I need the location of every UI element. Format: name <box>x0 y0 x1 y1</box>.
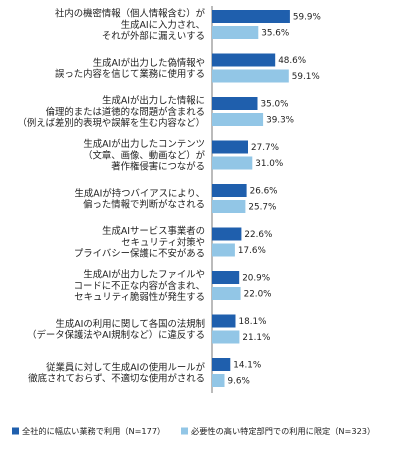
category-label-line: 偏った情報で判断がなされる <box>83 199 205 211</box>
data-label: 31.0% <box>255 159 283 169</box>
category-label: 生成AIが持つバイアスにより、偏った情報で判断がなされる <box>75 187 206 210</box>
category-label-line: プライバシー保護に不安がある <box>74 248 205 260</box>
category-group: 生成AIが持つバイアスにより、偏った情報で判断がなされる 26.6% 25.7% <box>75 184 278 213</box>
bar <box>212 227 242 241</box>
bar <box>212 184 247 197</box>
category-group: 生成AIが出力したコンテンツ（文章、画像、動画など）が著作権侵害につながる 27.… <box>83 138 283 172</box>
data-label: 18.1% <box>239 317 267 327</box>
data-label: 39.3% <box>266 116 294 126</box>
category-label-line: それが外部に漏えいする <box>102 30 205 42</box>
bar <box>212 97 258 110</box>
legend-item: 全社的に幅広い業務で利用（N=177） <box>12 426 165 436</box>
category-label-line: 生成AIの利用に関して各国の法規制 <box>55 318 205 330</box>
bar <box>212 374 225 387</box>
category-group: 生成AIが出力した偽情報や誤った内容を信じて業務に使用する 48.6% 59.1% <box>55 53 320 83</box>
data-label: 35.6% <box>261 29 289 39</box>
data-label: 22.6% <box>244 230 272 240</box>
bar <box>212 287 241 300</box>
data-label: 59.1% <box>292 72 320 82</box>
plot-area: 社内の機密情報（個人情報含む）が生成AIに入力され、それが外部に漏えいする 59.… <box>17 6 321 393</box>
bar <box>212 358 231 371</box>
category-label: 社内の機密情報（個人情報含む）が生成AIに入力され、それが外部に漏えいする <box>55 8 206 42</box>
category-label-line: 誤った内容を信じて業務に使用する <box>55 68 205 80</box>
category-group: 生成AIサービス事業者のセキュリティ対策やプライバシー保護に不安がある 22.6%… <box>74 225 272 259</box>
bar <box>212 69 289 83</box>
data-label: 14.1% <box>233 361 261 371</box>
legend: 全社的に幅広い業務で利用（N=177） 必要性の高い特定部門での利用に限定（N=3… <box>12 426 375 436</box>
category-label-line: 生成AIが持つバイアスにより、 <box>75 187 206 199</box>
bar <box>212 314 236 328</box>
data-label: 21.1% <box>242 333 270 343</box>
category-label: 従業員に対して生成AIの使用ルールが徹底されておらず、不適切な使用がされる <box>28 361 205 384</box>
legend-label: 全社的に幅広い業務で利用（N=177） <box>22 426 165 436</box>
category-label: 生成AIが出力したファイルやコードに不正な内容が含まれ、セキュリティ脆弱性が発生… <box>74 269 205 303</box>
bar <box>212 53 276 67</box>
category-label-line: セキュリティ脆弱性が発生する <box>74 291 205 303</box>
category-label-line: （データ保護法やAI規制など）に違反する <box>27 329 205 341</box>
category-group: 社内の機密情報（個人情報含む）が生成AIに入力され、それが外部に漏えいする 59.… <box>55 8 321 42</box>
bar <box>212 330 240 344</box>
category-label-line: コードに不正な内容が含まれ、 <box>74 280 205 292</box>
legend-label: 必要性の高い特定部門での利用に限定（N=323） <box>191 426 375 436</box>
legend-swatch <box>181 427 188 435</box>
category-label-line: 徹底されておらず、不適切な使用がされる <box>28 373 205 385</box>
category-label: 生成AIサービス事業者のセキュリティ対策やプライバシー保護に不安がある <box>74 225 205 259</box>
bar <box>212 113 264 126</box>
category-label: 生成AIの利用に関して各国の法規制（データ保護法やAI規制など）に違反する <box>27 318 205 341</box>
data-label: 26.6% <box>250 187 278 197</box>
data-label: 9.6% <box>228 377 250 387</box>
category-group: 生成AIが出力した情報に倫理的または道徳的な問題が含まれる（例えば差別的表現や誤… <box>17 95 294 129</box>
category-label-line: 生成AIが出力したファイルや <box>83 269 205 281</box>
category-label: 生成AIが出力した情報に倫理的または道徳的な問題が含まれる（例えば差別的表現や誤… <box>17 95 205 129</box>
category-group: 生成AIの利用に関して各国の法規制（データ保護法やAI規制など）に違反する 18.… <box>27 314 270 344</box>
category-group: 従業員に対して生成AIの使用ルールが徹底されておらず、不適切な使用がされる 14.… <box>28 358 261 387</box>
data-label: 20.9% <box>242 274 270 284</box>
data-label: 17.6% <box>238 246 266 256</box>
bar <box>212 243 235 257</box>
category-label-line: 生成AIが出力したコンテンツ <box>83 138 205 150</box>
category-label-line: （例えば差別的表現や誤解を生む内容など） <box>17 117 205 129</box>
category-label-line: 著作権侵害につながる <box>111 161 205 173</box>
data-label: 59.9% <box>293 13 321 23</box>
category-label-line: 生成AIに入力され、 <box>121 19 205 31</box>
category-group: 生成AIが出力したファイルやコードに不正な内容が含まれ、セキュリティ脆弱性が発生… <box>74 269 272 303</box>
data-label: 35.0% <box>261 100 289 110</box>
category-label-line: 生成AIが出力した偽情報や <box>93 57 205 69</box>
data-label: 27.7% <box>251 143 279 153</box>
bar <box>212 26 259 39</box>
data-label: 22.0% <box>244 290 272 300</box>
category-label-line: 従業員に対して生成AIの使用ルールが <box>46 361 206 373</box>
bar <box>212 140 248 154</box>
category-label-line: 生成AIサービス事業者の <box>102 225 205 237</box>
category-label: 生成AIが出力したコンテンツ（文章、画像、動画など）が著作権侵害につながる <box>83 138 206 172</box>
legend-item: 必要性の高い特定部門での利用に限定（N=323） <box>181 426 375 436</box>
category-label: 生成AIが出力した偽情報や誤った内容を信じて業務に使用する <box>55 57 205 80</box>
category-label-line: 倫理的または道徳的な問題が含まれる <box>46 106 205 118</box>
bar <box>212 200 246 213</box>
category-label-line: 生成AIが出力した情報に <box>102 95 205 107</box>
category-label-line: セキュリティ対策や <box>121 236 205 248</box>
legend-swatch <box>12 427 19 435</box>
bar <box>212 10 290 23</box>
data-label: 25.7% <box>248 203 276 213</box>
bar <box>212 271 240 284</box>
bar <box>212 156 253 170</box>
category-label-line: 社内の機密情報（個人情報含む）が <box>55 8 206 20</box>
category-label-line: （文章、画像、動画など）が <box>83 149 206 161</box>
data-label: 48.6% <box>278 56 306 66</box>
